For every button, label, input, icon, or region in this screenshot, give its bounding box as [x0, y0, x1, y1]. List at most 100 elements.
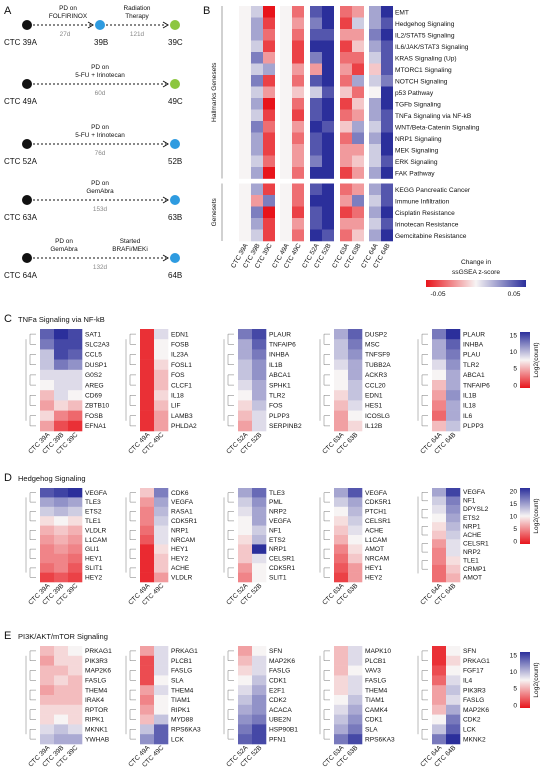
heat-cell — [40, 714, 55, 725]
heat-cell — [310, 183, 322, 196]
dendrogram-branch — [323, 395, 330, 406]
heat-cell — [432, 655, 447, 666]
heat-cell — [352, 229, 364, 242]
heat-cell — [446, 704, 461, 715]
start-dot — [22, 139, 32, 149]
heat-cell — [251, 229, 263, 242]
heat-cell — [140, 380, 155, 391]
heat-cell — [54, 655, 69, 666]
row-label: Irinotecan Resistance — [395, 222, 459, 229]
end-dot — [170, 253, 180, 263]
heat-cell — [263, 132, 275, 145]
heat-cell — [292, 75, 304, 87]
heat-cell — [334, 349, 349, 360]
heat-cell — [369, 218, 381, 230]
heat-cell — [239, 29, 251, 41]
heat-cell — [54, 646, 69, 657]
heat-cell — [68, 572, 83, 583]
dendrogram-branch — [129, 395, 136, 406]
heat-cell — [238, 329, 253, 340]
heat-cell — [154, 704, 169, 715]
heat-cell — [446, 410, 461, 422]
dendrogram-branch — [421, 650, 428, 661]
legend-tick: 15 — [510, 501, 518, 508]
dendrogram-branch — [29, 709, 36, 720]
heat-cell — [154, 359, 169, 371]
heat-cell — [154, 665, 169, 676]
heat-cell — [68, 516, 83, 526]
heat-cell — [334, 359, 349, 371]
heat-cell — [252, 488, 267, 498]
heat-cell — [252, 695, 267, 706]
heat-cell — [322, 195, 334, 207]
legend-tick: 10 — [510, 669, 518, 676]
heat-cell — [280, 206, 292, 219]
heat-cell — [54, 359, 69, 371]
gene-label: IL1B — [269, 362, 283, 369]
row-label: MTORC1 Signaling — [395, 67, 452, 74]
heat-cell — [252, 525, 267, 536]
heat-cell — [140, 349, 155, 360]
heat-cell — [369, 52, 381, 64]
heat-cell — [432, 665, 447, 676]
gene-label: THEM4 — [365, 687, 388, 694]
heat-cell — [252, 410, 267, 422]
gene-label: YWHAB — [85, 736, 110, 743]
gene-label: NRP1 — [171, 527, 189, 534]
gene-label: L1CAM — [85, 537, 107, 544]
gene-label: SFN — [463, 648, 476, 655]
heat-cell — [334, 553, 349, 564]
gene-label: INHBA — [463, 342, 484, 349]
heat-cell — [239, 195, 251, 207]
heat-cell — [322, 63, 334, 76]
heat-cell — [251, 29, 263, 41]
heat-cell — [263, 167, 275, 179]
legend-tick: 5 — [513, 366, 517, 373]
row-label: FAK Pathway — [395, 171, 435, 178]
legend-tick: 0 — [513, 382, 517, 389]
heat-cell — [238, 572, 253, 583]
heat-cell — [54, 400, 69, 411]
heat-cell — [140, 390, 155, 401]
row-label: MEK Signaling — [395, 148, 439, 155]
legend-title: Log2(count) — [533, 342, 540, 377]
gene-label: THEM4 — [171, 687, 194, 694]
heat-cell — [334, 390, 349, 401]
gene-label: FOSB — [85, 413, 104, 420]
heat-cell — [54, 497, 69, 508]
arrow-icon — [162, 140, 169, 148]
heat-cell — [446, 646, 461, 657]
gene-label: ETS2 — [269, 537, 286, 544]
gene-label: MAP2K6 — [269, 658, 295, 665]
heat-cell — [348, 655, 363, 666]
heat-cell — [381, 229, 393, 242]
heat-cell — [322, 144, 334, 156]
heat-cell — [352, 183, 364, 196]
mid-dot — [95, 20, 105, 30]
heat-cell — [310, 218, 322, 230]
gene-label: PML — [269, 499, 283, 506]
heat-cell — [238, 535, 253, 545]
heat-cell — [251, 40, 263, 53]
gene-label: CDK6 — [171, 490, 189, 497]
legend-tick: 5 — [513, 526, 517, 533]
gene-label: FASLG — [463, 697, 484, 704]
heat-cell — [239, 63, 251, 76]
panel-e-title: PI3K/AKT/mTOR Signaling — [18, 632, 108, 641]
heat-cell — [40, 380, 55, 391]
heat-cell — [68, 349, 83, 360]
heat-cell — [310, 75, 322, 87]
heat-cell — [68, 724, 83, 735]
heat-cell — [154, 369, 169, 381]
gene-label: IRAK4 — [85, 697, 104, 704]
heat-cell — [252, 506, 267, 517]
heat-cell — [68, 646, 83, 657]
dendrogram-branch — [29, 333, 36, 345]
gene-label: VEGFA — [85, 490, 108, 497]
event-label: PD on — [59, 5, 77, 12]
gene-label: SAT1 — [85, 331, 101, 338]
row-label: Cisplatin Resistance — [395, 210, 455, 217]
dendrogram-branch — [29, 670, 36, 681]
dendrogram-branch — [421, 709, 428, 720]
heat-cell — [310, 121, 322, 133]
